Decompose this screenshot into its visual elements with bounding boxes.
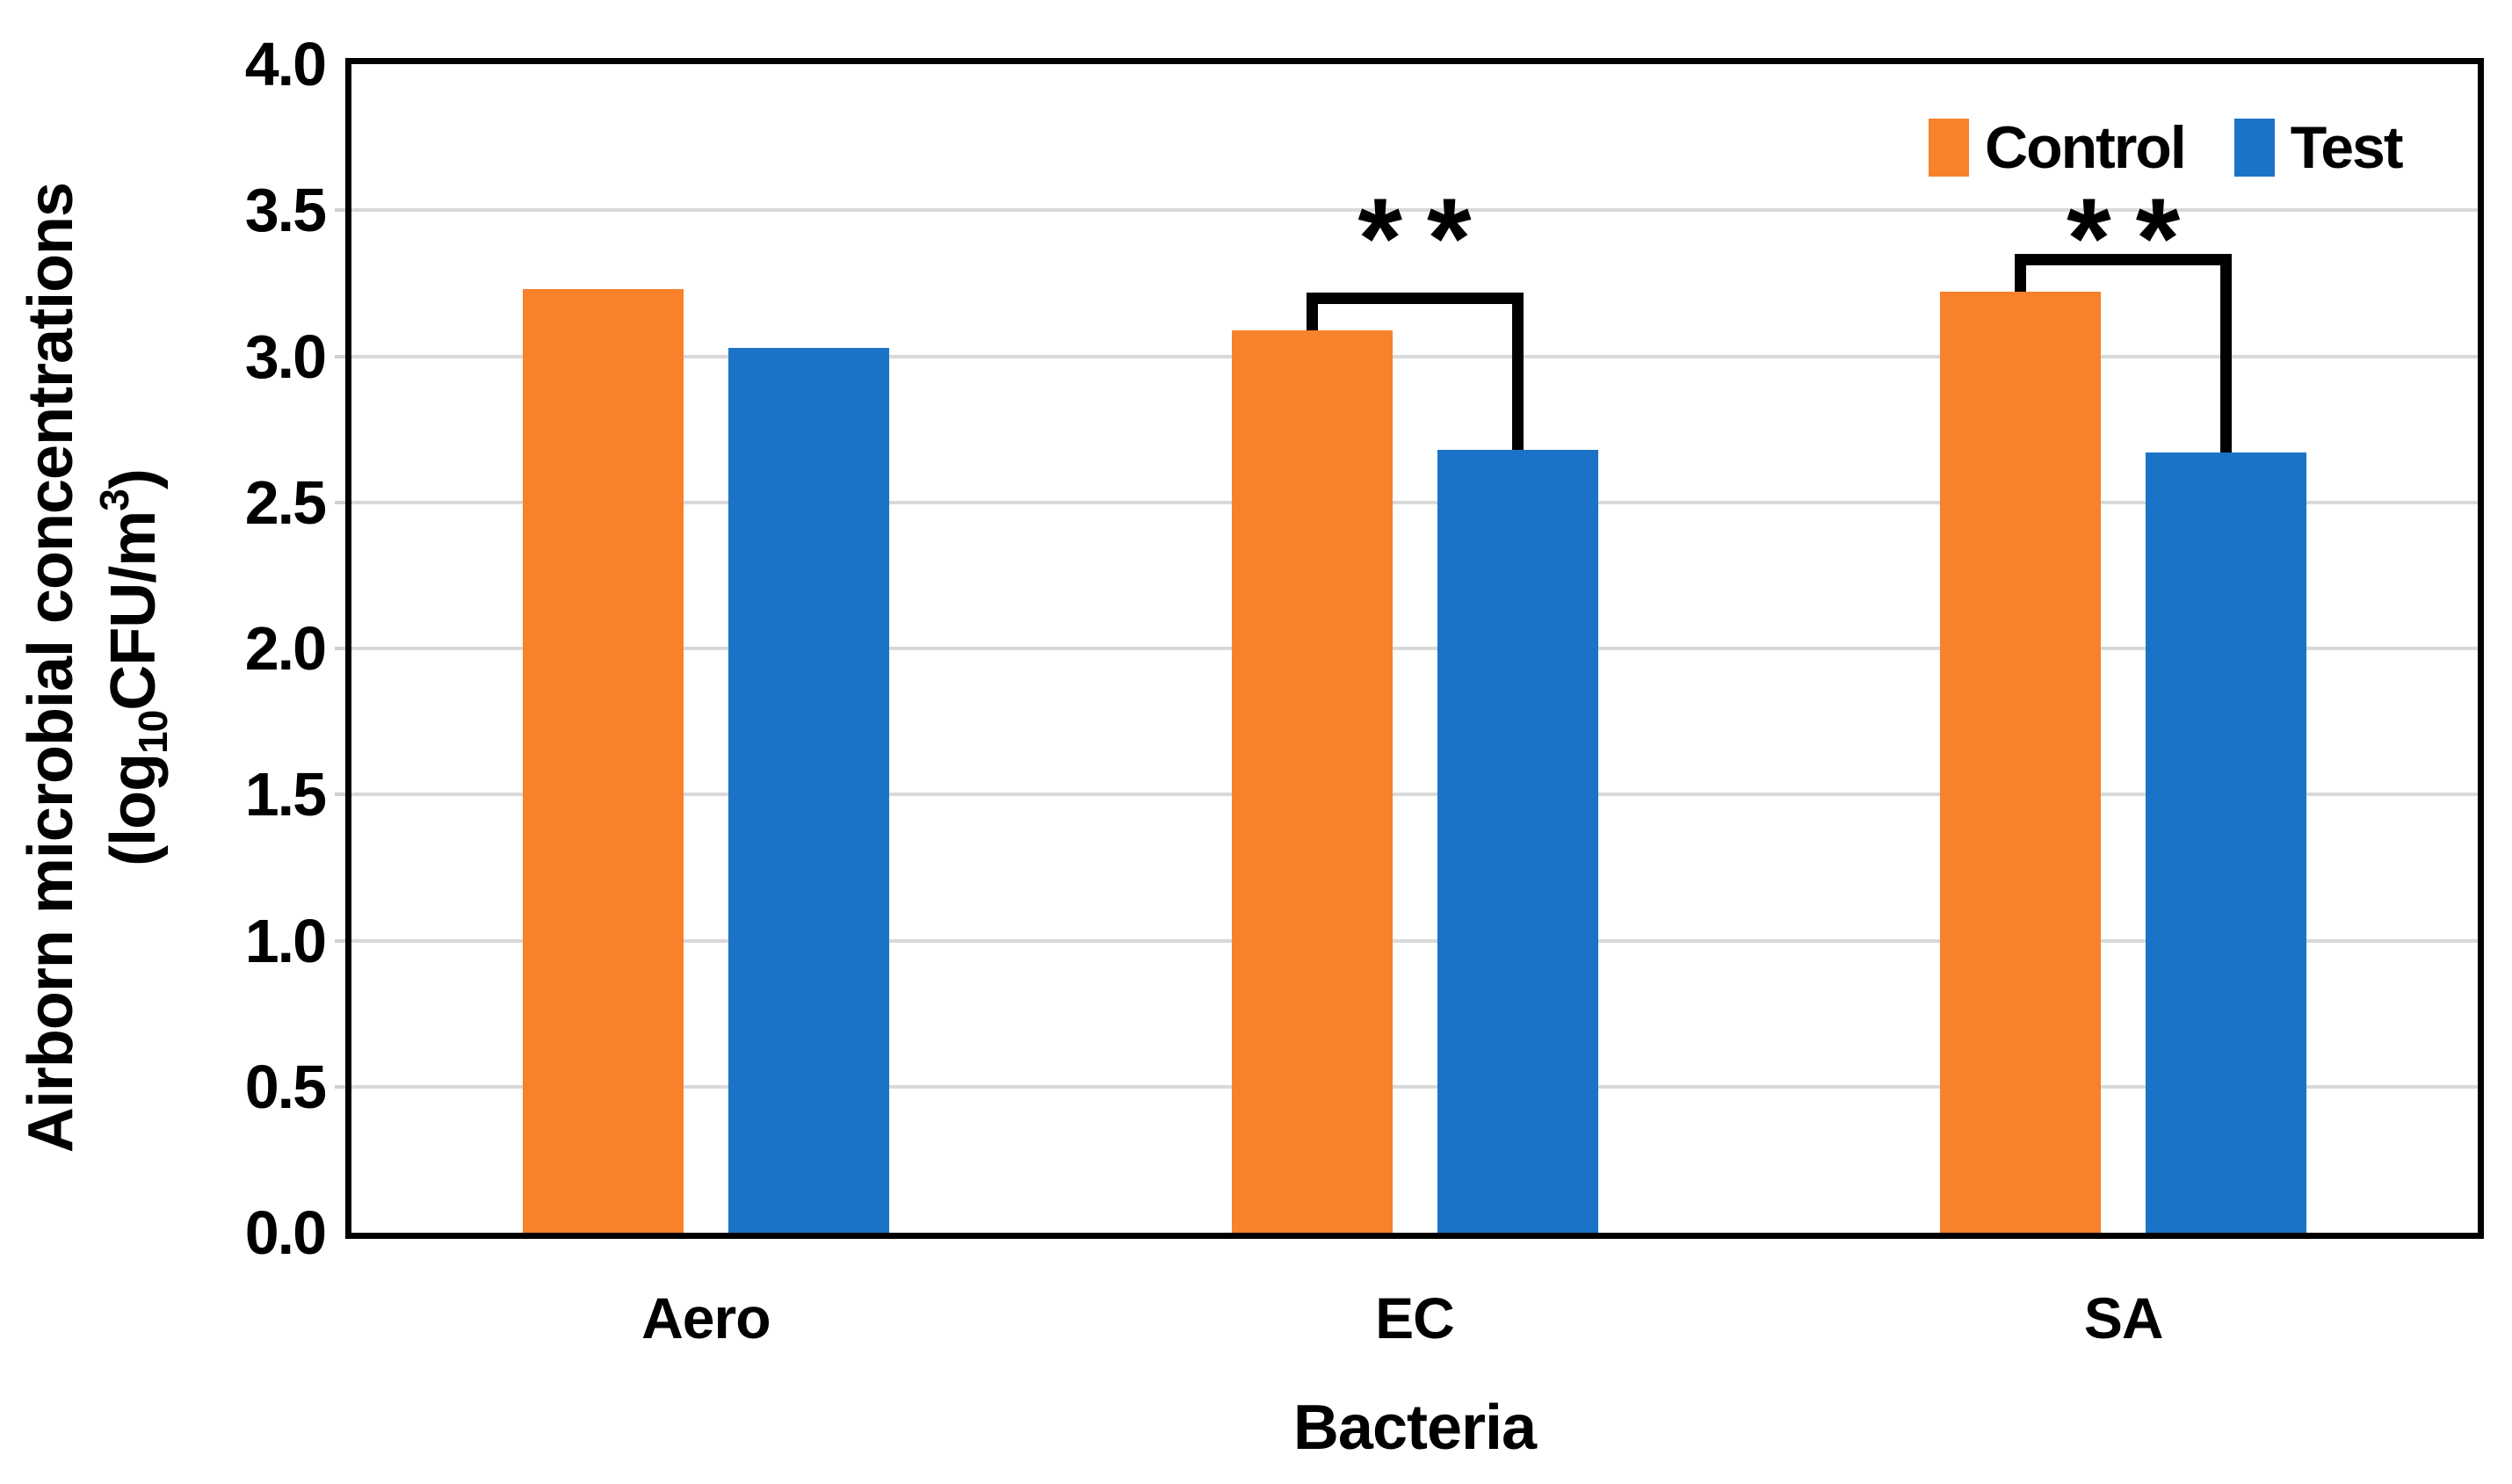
plot-area: ** ** Control Test <box>345 58 2484 1239</box>
x-category-label-ec: EC <box>1375 1285 1455 1350</box>
x-axis-title: Bacteria <box>1292 1393 1537 1463</box>
y-axis-title-line1: Airborn microbial concentrations <box>16 182 86 1154</box>
y-tickmark-1.5 <box>335 793 345 797</box>
x-category-label-sa: SA <box>2083 1285 2164 1350</box>
legend-label-control: Control <box>1985 114 2187 181</box>
y-tickmark-2.5 <box>335 500 345 504</box>
gridline-3.0 <box>351 354 2478 358</box>
bar-aero-control <box>522 289 684 1233</box>
y-tick-label-2.5: 2.5 <box>244 467 327 537</box>
y-tick-label-4.0: 4.0 <box>244 30 327 98</box>
y-tick-label-3.0: 3.0 <box>244 322 327 391</box>
gridline-3.5 <box>351 208 2478 213</box>
legend-label-test: Test <box>2290 114 2404 181</box>
bar-sa-test <box>2146 452 2307 1233</box>
significance-bracket-left-leg-ec <box>1306 298 1318 330</box>
legend-swatch-control <box>1929 119 1969 177</box>
y-tickmark-2.0 <box>335 647 345 650</box>
bar-ec-test <box>1437 449 1598 1233</box>
significance-bracket-right-leg-ec <box>1511 298 1524 450</box>
legend: Control Test <box>1929 108 2404 187</box>
y-tickmark-3.5 <box>335 208 345 213</box>
bar-sa-control <box>1940 292 2102 1233</box>
gridline-2.5 <box>351 500 2478 504</box>
y-tick-label-0.5: 0.5 <box>244 1052 327 1121</box>
gridline-1.0 <box>351 938 2478 943</box>
y-tickmark-3.0 <box>335 354 345 358</box>
y-tickmark-0.5 <box>335 1084 345 1089</box>
significance-bracket-left-leg-sa <box>2015 259 2027 293</box>
legend-item-test: Test <box>2233 113 2404 182</box>
bar-aero-test <box>728 347 889 1233</box>
gridline-0.5 <box>351 1084 2478 1089</box>
legend-swatch-test <box>2233 119 2275 177</box>
y-tick-label-3.5: 3.5 <box>244 176 327 245</box>
legend-item-control: Control <box>1929 113 2187 182</box>
gridline-2.0 <box>351 647 2478 650</box>
significance-label-sa: ** <box>2067 174 2205 303</box>
significance-label-ec: ** <box>1357 174 1496 303</box>
y-tick-label-0.0: 0.0 <box>244 1198 327 1267</box>
significance-bracket-right-leg-sa <box>2220 259 2233 453</box>
gridline-1.5 <box>351 793 2478 797</box>
y-tick-label-1.5: 1.5 <box>244 760 327 829</box>
y-tickmark-1.0 <box>335 938 345 943</box>
y-axis-unit-subscript: 10 <box>130 710 176 754</box>
y-tick-label-2.0: 2.0 <box>244 614 327 683</box>
significance-bracket-top-sa <box>2015 254 2233 266</box>
significance-bracket-top-ec <box>1306 292 1524 304</box>
bar-ec-control <box>1231 329 1393 1233</box>
y-tick-label-1.0: 1.0 <box>244 906 327 975</box>
x-category-label-aero: Aero <box>641 1285 771 1350</box>
